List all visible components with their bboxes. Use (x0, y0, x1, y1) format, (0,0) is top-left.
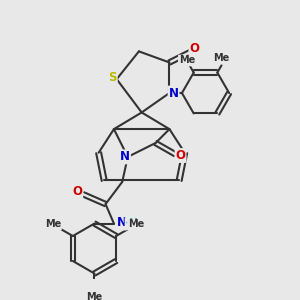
Text: -H: -H (125, 218, 139, 228)
Text: Me: Me (45, 220, 61, 230)
Text: O: O (189, 42, 200, 55)
Text: O: O (176, 149, 185, 162)
Text: S: S (108, 71, 117, 84)
Text: Me: Me (128, 220, 144, 230)
Text: N: N (120, 150, 130, 164)
Text: N: N (117, 217, 127, 230)
Text: Me: Me (179, 56, 195, 65)
Text: N: N (169, 86, 178, 100)
Text: Me: Me (86, 292, 103, 300)
Text: O: O (72, 185, 82, 198)
Text: Me: Me (213, 53, 230, 63)
